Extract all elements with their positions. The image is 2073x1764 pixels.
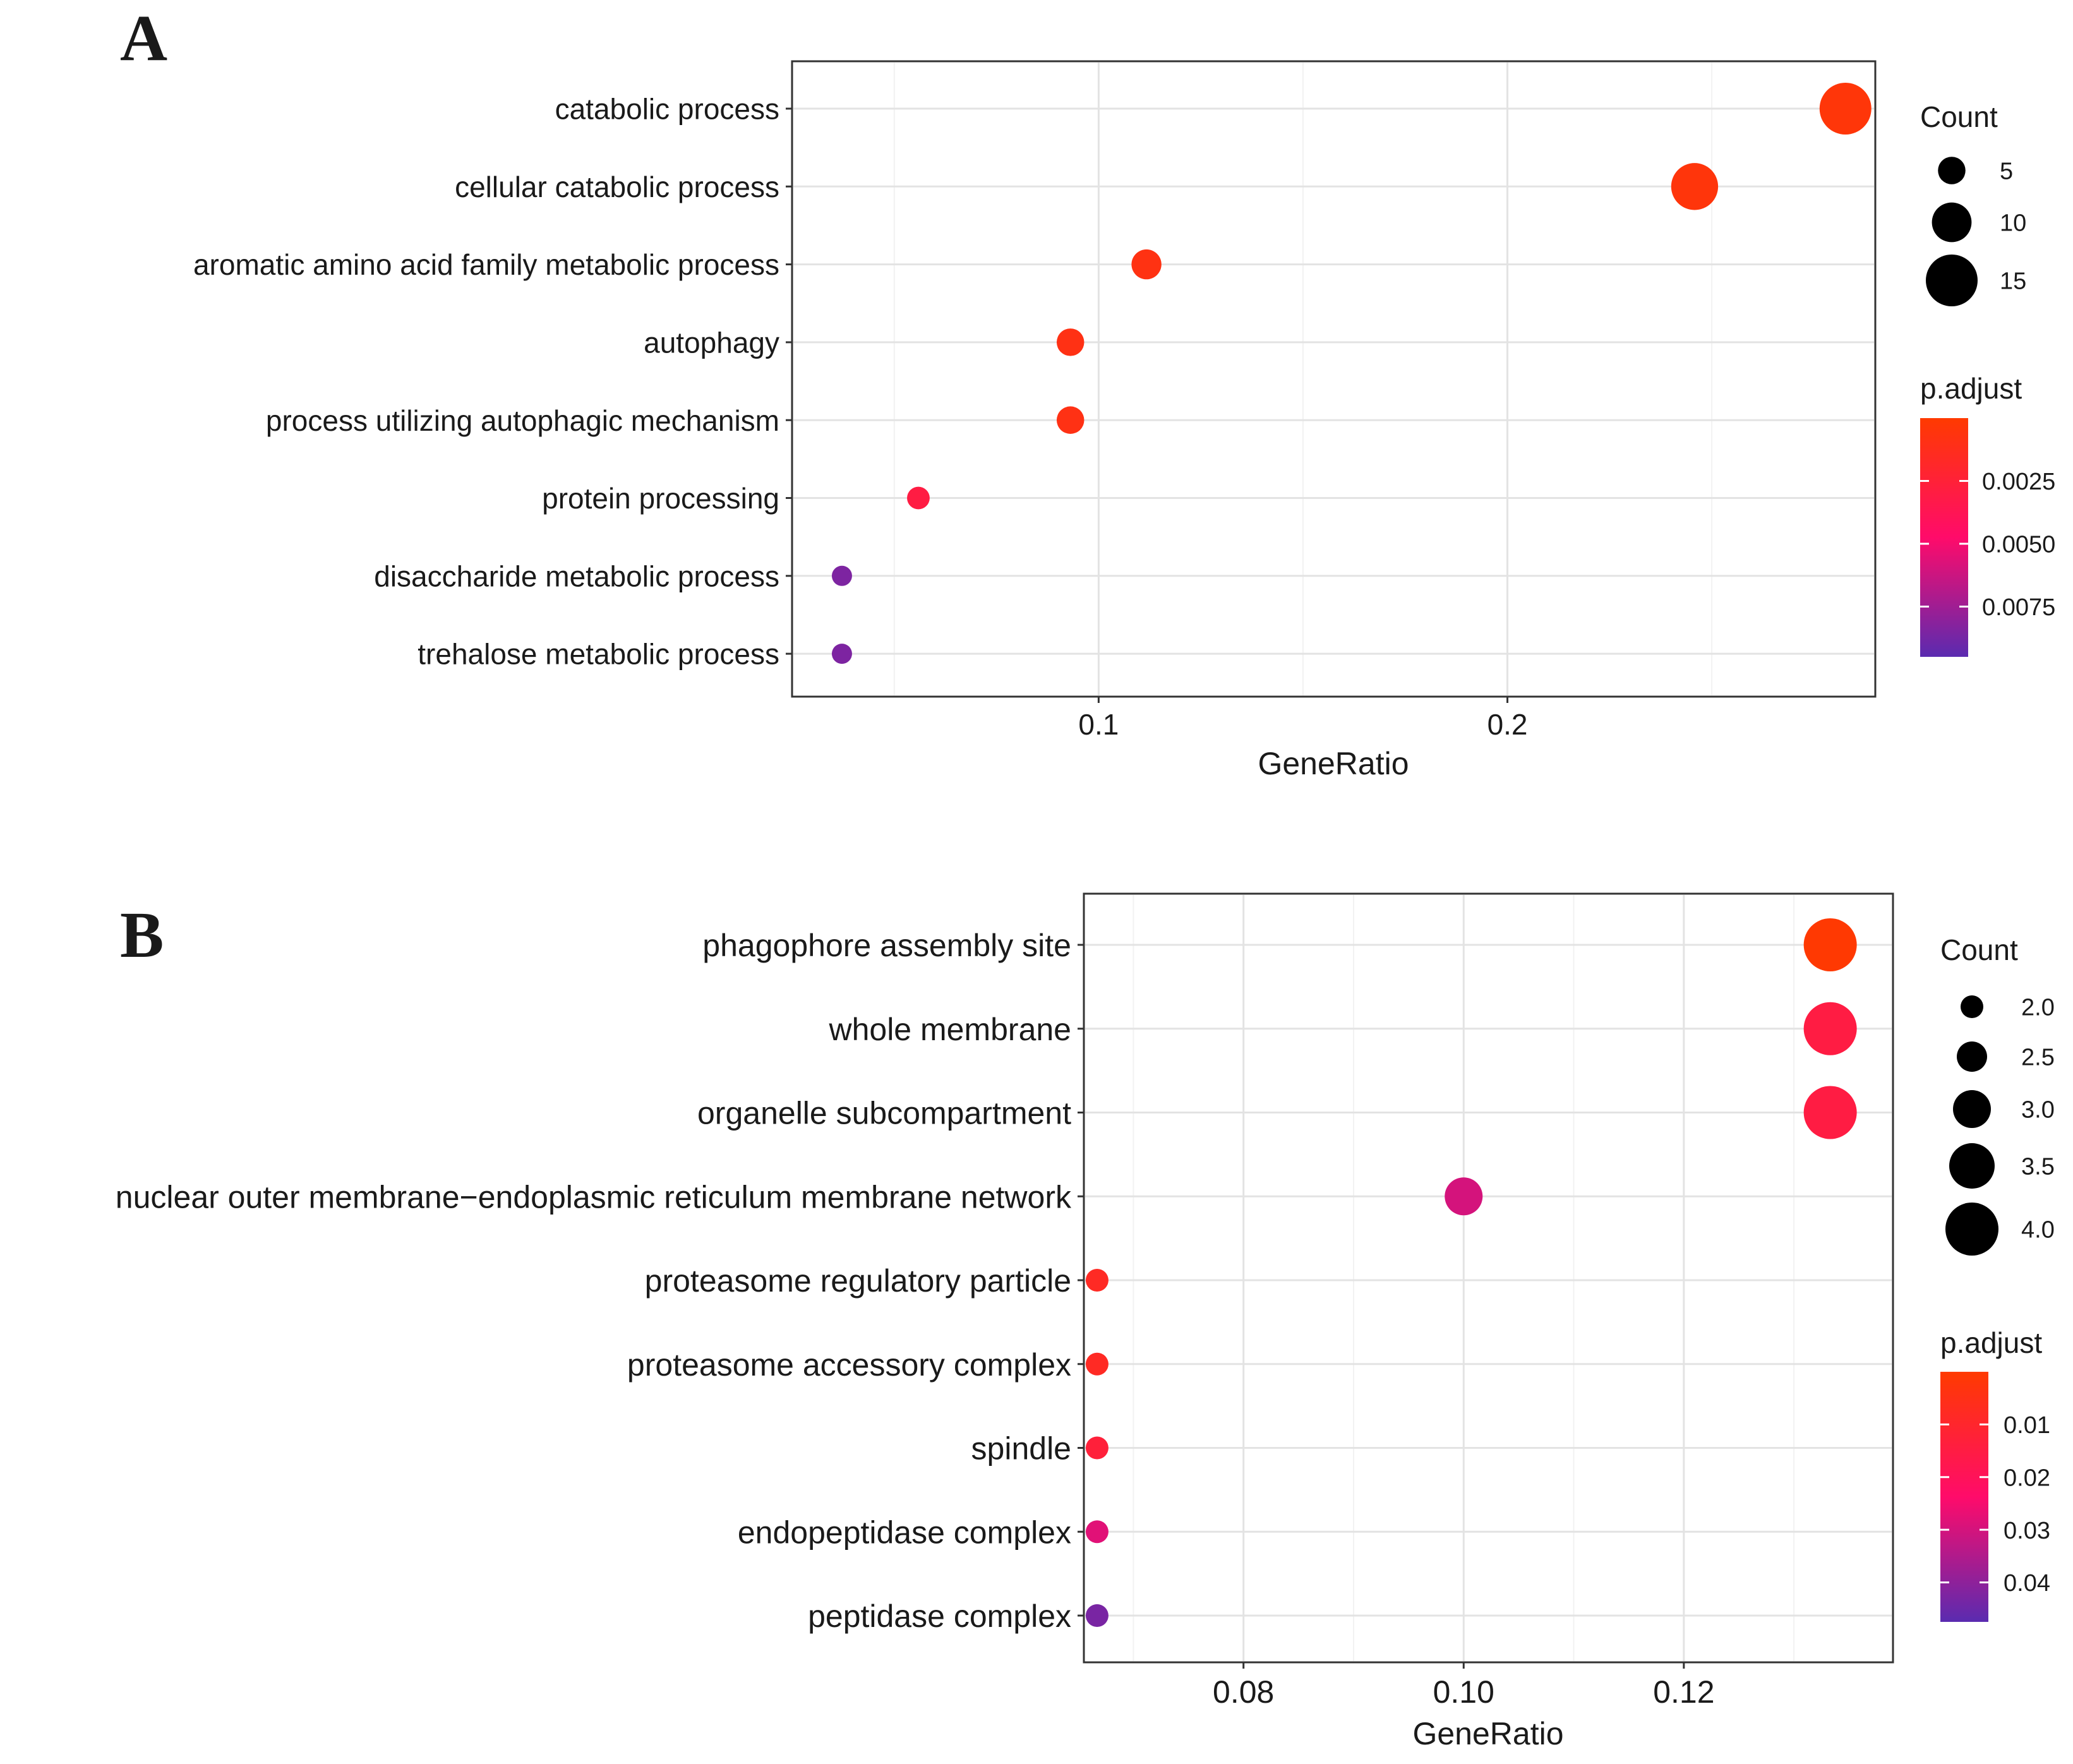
size-legend-label: 10 xyxy=(2000,210,2026,237)
y-tick-label: whole membrane xyxy=(828,1012,1071,1047)
size-legend-dot xyxy=(1957,1041,1987,1072)
y-tick-label: cellular catabolic process xyxy=(455,171,779,203)
color-legend-label: 0.0050 xyxy=(1982,532,2055,558)
y-tick-label: trehalose metabolic process xyxy=(418,638,779,671)
y-tick-label: organelle subcompartment xyxy=(697,1096,1071,1131)
size-legend-label: 2.0 xyxy=(2021,995,2055,1021)
size-legend-dot xyxy=(1953,1090,1991,1128)
y-tick-label: catabolic process xyxy=(555,93,779,126)
color-legend-label: 0.0025 xyxy=(1982,469,2055,495)
panel-b-x-axis: 0.08 0.10 0.12 xyxy=(1213,1662,1715,1710)
panel-b-gridlines xyxy=(1085,895,1892,1661)
size-legend-label: 5 xyxy=(2000,159,2013,185)
data-point xyxy=(1803,1086,1857,1139)
y-tick-label: spindle xyxy=(971,1431,1071,1467)
data-point xyxy=(1085,1436,1109,1460)
panel-b-points xyxy=(1085,918,1857,1627)
data-point xyxy=(1056,328,1085,356)
panel-b-color-legend-title: p.adjust xyxy=(1940,1326,2042,1359)
panel-b-x-axis-title: GeneRatio xyxy=(1412,1716,1563,1751)
panel-a-color-legend: p.adjust 0.0025 0.0050 0.0075 xyxy=(1920,372,2055,657)
panel-b: B phagophore assembly site whole membrane… xyxy=(116,892,2055,1751)
panel-b-plot-border xyxy=(1083,892,1894,1664)
panel-a-y-axis: catabolic process cellular catabolic proc… xyxy=(193,93,792,671)
x-tick-label: 0.2 xyxy=(1487,708,1528,741)
y-tick-label: phagophore assembly site xyxy=(702,928,1071,963)
panel-b-color-bar xyxy=(1940,1372,1988,1622)
color-legend-label: 0.01 xyxy=(2004,1412,2050,1439)
panel-a: A catabolic process cellular catabolic pr… xyxy=(120,2,2055,781)
panel-b-color-legend: p.adjust 0.01 0.02 0.03 0.04 xyxy=(1940,1326,2050,1622)
size-legend-dot xyxy=(1938,157,1966,184)
color-legend-label: 0.04 xyxy=(2004,1570,2050,1597)
panel-a-x-axis-title: GeneRatio xyxy=(1258,746,1409,781)
y-tick-label: protein processing xyxy=(542,482,779,515)
panel-a-color-legend-title: p.adjust xyxy=(1920,372,2022,405)
panel-a-label: A xyxy=(120,2,167,75)
panel-a-size-legend-title: Count xyxy=(1920,100,1998,133)
x-tick-label: 0.12 xyxy=(1653,1674,1714,1710)
y-tick-label: aromatic amino acid family metabolic pro… xyxy=(193,248,779,281)
y-tick-label: disaccharide metabolic process xyxy=(374,560,779,592)
x-tick-label: 0.08 xyxy=(1213,1674,1274,1710)
panel-a-size-legend-keys: 5 10 15 xyxy=(1926,157,2026,306)
size-legend-label: 4.0 xyxy=(2021,1217,2055,1244)
data-point xyxy=(1085,1520,1109,1544)
panel-a-size-legend: Count 5 10 15 xyxy=(1920,100,2026,306)
data-point xyxy=(1085,1352,1109,1376)
size-legend-dot xyxy=(1926,255,1978,306)
data-point xyxy=(1803,918,1857,971)
size-legend-label: 2.5 xyxy=(2021,1045,2055,1071)
panel-b-size-legend: Count 2.0 2.5 3.0 3.5 4.0 xyxy=(1940,933,2055,1256)
panel-a-gridlines xyxy=(793,63,1874,695)
size-legend-label: 3.0 xyxy=(2021,1097,2055,1124)
size-legend-label: 15 xyxy=(2000,268,2026,295)
data-point xyxy=(907,486,930,510)
panel-b-label: B xyxy=(120,899,164,971)
y-tick-label: proteasome regulatory particle xyxy=(645,1263,1071,1299)
panel-b-size-legend-keys: 2.0 2.5 3.0 3.5 4.0 xyxy=(1945,995,2055,1256)
size-legend-dot xyxy=(1949,1143,1995,1189)
y-tick-label: endopeptidase complex xyxy=(738,1515,1071,1550)
panel-b-y-axis: phagophore assembly site whole membrane or… xyxy=(116,928,1084,1634)
data-point xyxy=(831,565,852,586)
data-point xyxy=(1131,249,1162,280)
color-legend-label: 0.0075 xyxy=(1982,594,2055,621)
y-tick-label: peptidase complex xyxy=(808,1599,1071,1634)
panel-a-plot-border xyxy=(791,60,1877,698)
y-tick-label: nuclear outer membrane−endoplasmic retic… xyxy=(116,1179,1072,1215)
data-point xyxy=(831,644,852,664)
x-tick-label: 0.1 xyxy=(1078,708,1119,741)
data-point xyxy=(1085,1604,1109,1627)
size-legend-dot xyxy=(1932,202,1972,243)
data-point xyxy=(1671,163,1719,210)
data-point xyxy=(1803,1002,1857,1055)
panel-a-color-legend-ticks: 0.0025 0.0050 0.0075 xyxy=(1920,469,2055,621)
data-point xyxy=(1819,83,1872,135)
panel-b-size-legend-title: Count xyxy=(1940,933,2018,966)
size-legend-label: 3.5 xyxy=(2021,1154,2055,1180)
y-tick-label: process utilizing autophagic mechanism xyxy=(266,404,779,437)
panel-a-color-bar xyxy=(1920,418,1968,657)
color-legend-label: 0.03 xyxy=(2004,1518,2050,1544)
data-point xyxy=(1445,1177,1483,1216)
panel-b-color-legend-ticks: 0.01 0.02 0.03 0.04 xyxy=(1940,1412,2050,1597)
panel-a-points xyxy=(831,83,1872,664)
y-tick-label: proteasome accessory complex xyxy=(627,1347,1071,1383)
x-tick-label: 0.10 xyxy=(1433,1674,1494,1710)
data-point xyxy=(1085,1269,1109,1292)
size-legend-dot xyxy=(1961,995,1983,1018)
color-legend-label: 0.02 xyxy=(2004,1465,2050,1491)
size-legend-dot xyxy=(1945,1203,1998,1256)
data-point xyxy=(1056,406,1085,434)
y-tick-label: autophagy xyxy=(644,326,779,359)
panel-a-x-axis: 0.1 0.2 xyxy=(1078,697,1528,741)
